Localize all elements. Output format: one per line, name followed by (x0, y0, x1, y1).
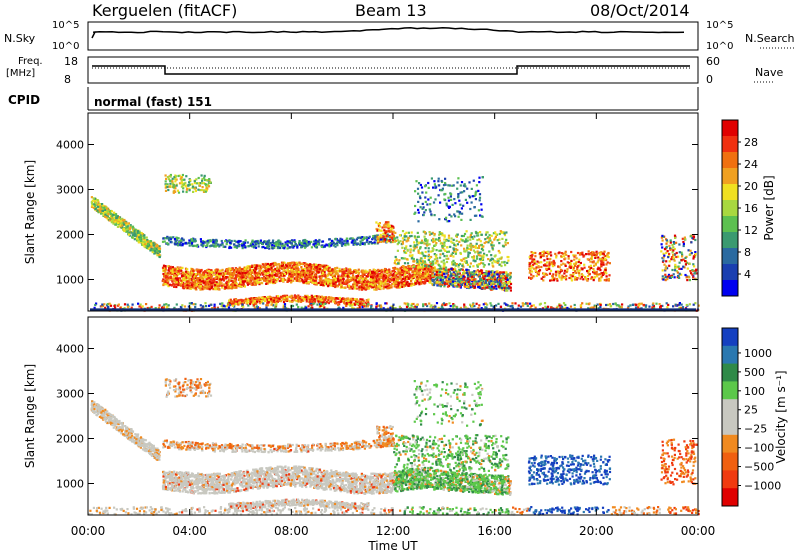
time-x-axis: 00:00 04:00 08:00 12:00 16:00 20:00 00:00 (71, 113, 716, 538)
nave-tick-top: 60 (706, 55, 720, 68)
y-tick-label: 1000 (56, 274, 84, 287)
colorbar-swatch (722, 280, 738, 297)
x-axis-label: Time UT (367, 539, 418, 553)
freq-panel: Freq. [MHz] 18 8 60 0 Nave (6, 55, 783, 86)
colorbar-swatch (722, 120, 738, 137)
colorbar-swatch (722, 152, 738, 169)
station-title: Kerguelen (fitACF) (92, 1, 237, 20)
colorbar-tick-label: 1000 (744, 347, 772, 360)
nsky-tick-bottom: 10^0 (52, 41, 79, 52)
colorbar-tick-label: 12 (744, 224, 758, 237)
velocity-data (88, 377, 700, 516)
nsky-line (91, 27, 685, 39)
y-tick-label: 3000 (56, 388, 84, 401)
freq-unit-label: [MHz] (6, 68, 35, 79)
nsky-panel: N.Sky 10^5 10^0 10^5 10^0 N.Search (4, 20, 796, 52)
colorbar-swatch (722, 200, 738, 217)
colorbar-swatch (722, 264, 738, 281)
velocity-panel: 1000 2000 3000 4000 Slant Range [km] (23, 316, 700, 516)
cpid-value: normal (fast) 151 (94, 95, 212, 109)
colorbar-swatch (722, 248, 738, 265)
x-tick-label: 16:00 (477, 524, 512, 538)
velocity-ylabel: Slant Range [km] (23, 364, 37, 468)
power-colorbar-label: Power [dB] (762, 175, 776, 240)
colorbar-tick-label: −25 (744, 423, 767, 436)
colorbar-swatch (722, 381, 738, 400)
colorbar-swatch (722, 417, 738, 436)
colorbar-tick-label: 20 (744, 180, 758, 193)
y-tick-label: 2000 (56, 229, 84, 242)
nsearch-label: N.Search (745, 32, 795, 45)
velocity-colorbar: 1000 500 100 25 −25 −100 −500 −1000 Velocity [m… (721, 327, 788, 507)
power-panel: 1000 2000 3000 4000 Slant Range [km] (23, 112, 700, 312)
x-tick-label: 00:00 (71, 524, 106, 538)
colorbar-tick-label: 100 (744, 385, 765, 398)
colorbar-tick-label: 16 (744, 202, 758, 215)
colorbar-swatch (722, 470, 738, 489)
colorbar-swatch (722, 363, 738, 382)
colorbar-tick-label: −1000 (744, 479, 781, 492)
nsky-tick-top: 10^5 (52, 20, 79, 31)
colorbar-swatch (722, 232, 738, 249)
beam-title: Beam 13 (355, 1, 427, 20)
nsearch-tick-top: 10^5 (706, 20, 733, 31)
x-tick-label: 00:00 (681, 524, 716, 538)
y-tick-label: 2000 (56, 433, 84, 446)
y-tick-label: 3000 (56, 184, 84, 197)
cpid-label: CPID (8, 93, 40, 107)
colorbar-swatch (722, 328, 738, 347)
colorbar-swatch (722, 399, 738, 418)
x-tick-label: 08:00 (274, 524, 309, 538)
colorbar-swatch (722, 184, 738, 201)
freq-label: Freq. (18, 56, 43, 67)
power-colorbar: 4 8 12 16 20 24 28 Power [dB] (721, 119, 776, 297)
x-tick-label: 12:00 (376, 524, 411, 538)
colorbar-tick-label: 8 (744, 246, 751, 259)
colorbar-swatch (722, 136, 738, 153)
colorbar-tick-label: 25 (744, 404, 758, 417)
cpid-panel: CPID normal (fast) 151 (8, 87, 699, 111)
date-title: 08/Oct/2014 (590, 1, 690, 20)
y-tick-label: 4000 (56, 139, 84, 152)
freq-tick-bottom: 8 (64, 73, 71, 86)
power-data (90, 173, 700, 312)
velocity-colorbar-label: Velocity [m s⁻¹] (774, 370, 788, 463)
colorbar-tick-label: 4 (744, 268, 751, 281)
nave-label: Nave (755, 66, 783, 79)
colorbar-tick-label: 500 (744, 366, 765, 379)
nave-tick-bottom: 0 (706, 73, 713, 86)
colorbar-swatch (722, 452, 738, 471)
nsky-label: N.Sky (4, 32, 36, 45)
x-tick-label: 04:00 (172, 524, 207, 538)
colorbar-swatch (722, 168, 738, 185)
nsearch-tick-bottom: 10^0 (706, 41, 733, 52)
y-tick-label: 1000 (56, 478, 84, 491)
power-ylabel: Slant Range [km] (23, 160, 37, 264)
x-tick-label: 20:00 (579, 524, 614, 538)
colorbar-tick-label: 28 (744, 136, 758, 149)
y-tick-label: 4000 (56, 343, 84, 356)
colorbar-tick-label: 24 (744, 158, 758, 171)
freq-line (92, 65, 690, 75)
power-y-axis: 1000 2000 3000 4000 (56, 139, 698, 287)
colorbar-swatch (722, 216, 738, 233)
colorbar-swatch (722, 434, 738, 454)
velocity-y-axis: 1000 2000 3000 4000 (56, 343, 698, 491)
colorbar-tick-label: −100 (744, 442, 774, 455)
colorbar-swatch (722, 345, 738, 365)
colorbar-tick-label: −500 (744, 461, 774, 474)
freq-tick-top: 18 (64, 55, 78, 68)
colorbar-swatch (722, 488, 738, 507)
